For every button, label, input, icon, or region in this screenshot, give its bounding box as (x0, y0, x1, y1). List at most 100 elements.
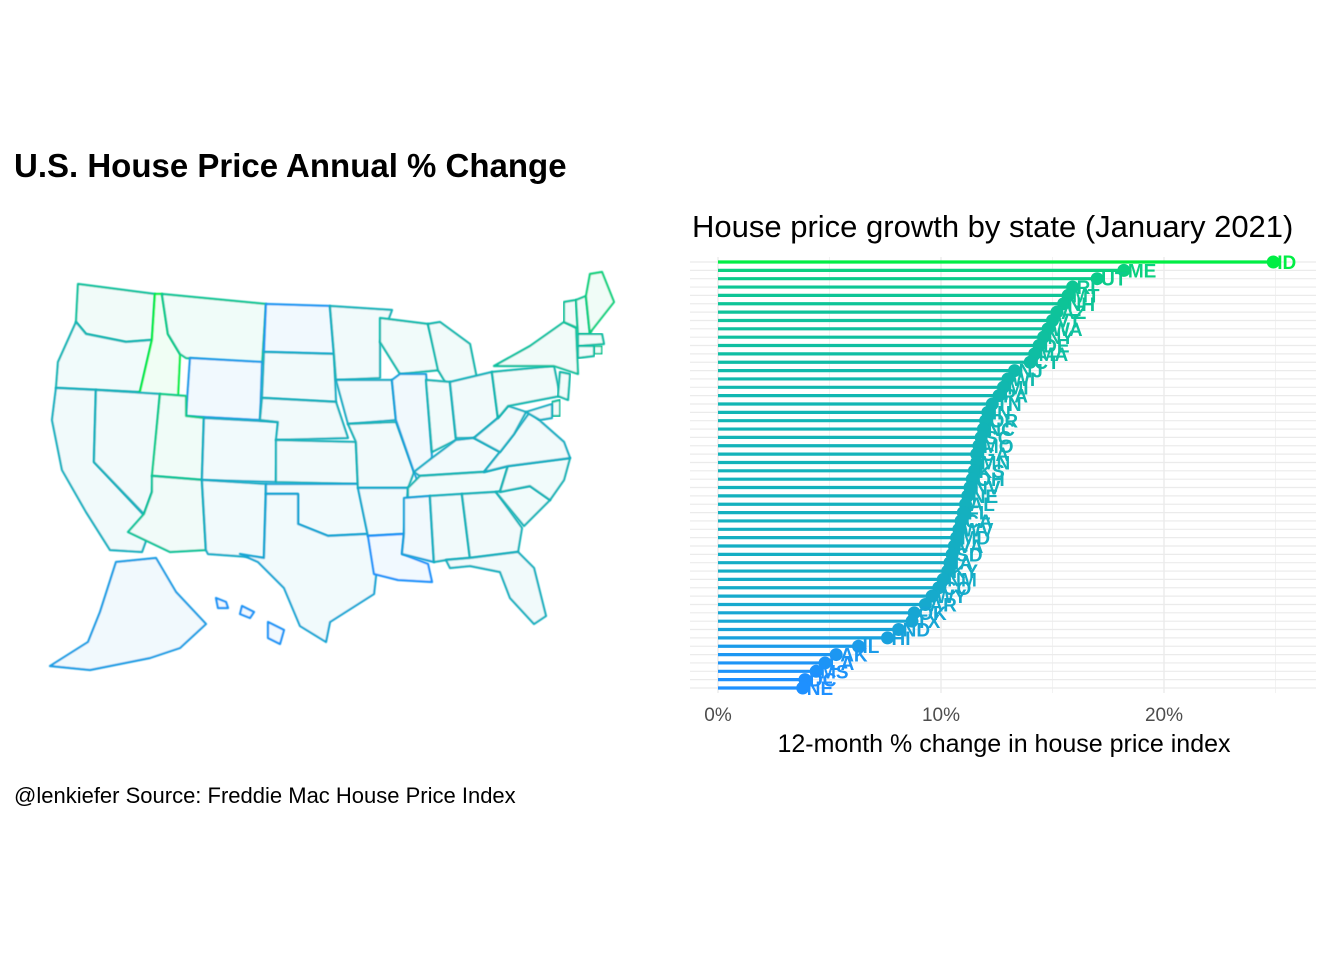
state-label: AZ (1061, 303, 1087, 324)
dot-tx (905, 614, 919, 628)
state-label: NY (1048, 328, 1075, 349)
state-label: NH (1068, 295, 1095, 316)
map-state-sd (260, 350, 338, 404)
state-label: OR (990, 412, 1019, 433)
state-label: SD (956, 545, 982, 566)
state-label: RI (1077, 278, 1096, 299)
map-state-co (200, 416, 280, 484)
dot-me (1117, 263, 1131, 277)
caption: @lenkiefer Source: Freddie Mac House Pri… (14, 783, 516, 808)
map-state-nd (262, 302, 336, 356)
chart-title: House price growth by state (January 202… (692, 209, 1293, 244)
map-state-nj (556, 370, 572, 402)
state-label: NM (947, 570, 977, 591)
state-label: UT (1101, 270, 1127, 291)
x-tick-label: 20% (1145, 705, 1183, 726)
state-label: ME (1128, 261, 1157, 282)
state-label: NE (807, 679, 833, 700)
state-label: NV (974, 479, 1001, 500)
state-label: WA (1052, 320, 1083, 341)
state-label: CT (1034, 353, 1060, 374)
state-label: IA (954, 554, 973, 575)
state-label: MO (983, 437, 1014, 458)
state-label: GA (981, 445, 1010, 466)
map-state-ia (334, 378, 398, 426)
state-label: ID (1277, 253, 1296, 274)
state-label: NC (987, 420, 1015, 441)
state-label: TN (996, 395, 1021, 416)
x-axis-label: 12-month % change in house price index (777, 730, 1231, 758)
state-label: MA (1039, 345, 1069, 366)
state-label: DE (1043, 337, 1069, 358)
dots (796, 255, 1280, 695)
map-state-me (584, 270, 616, 336)
dot-ak (829, 648, 843, 662)
state-label: CO (943, 579, 972, 600)
map-state-tx (238, 492, 380, 644)
map-state-ga (460, 490, 524, 560)
map-state-de (550, 398, 562, 418)
map-state-ms (400, 494, 436, 564)
lollipop-chart: House price growth by state (January 202… (690, 209, 1316, 758)
state-label: KS (978, 462, 1004, 483)
us-state-map (48, 270, 616, 672)
x-axis-ticks: 0% 10% 20% (704, 705, 1183, 726)
state-label: TX (916, 612, 941, 633)
state-label: WI (1012, 370, 1035, 391)
dot-la (818, 656, 832, 670)
state-label: KY (952, 562, 979, 583)
map-state-ak (48, 556, 208, 672)
state-label: SC (985, 428, 1012, 449)
state-label: MT (1072, 286, 1100, 307)
state-label: NJ (1019, 362, 1043, 383)
state-label: OH (976, 470, 1005, 491)
map-state-hi (214, 596, 286, 646)
map-state-mn (328, 304, 394, 382)
state-label: FL (967, 504, 991, 525)
state-label: AR (929, 595, 957, 616)
state-label: IL (862, 637, 879, 658)
state-label: LA (829, 654, 855, 675)
state-label: WV (963, 520, 994, 541)
state-labels: ID MEUTRIMTNHAZVTWANYDEMACTNJWIMIPATNINOR… (807, 253, 1297, 700)
state-label: OK (918, 604, 947, 625)
x-tick-label: 10% (922, 705, 960, 726)
state-label: AL (970, 495, 996, 516)
state-label: WY (936, 587, 967, 608)
state-label: IN (992, 403, 1011, 424)
map-state-md (524, 402, 554, 422)
state-label: MS (820, 662, 849, 683)
map-state-wy (184, 356, 264, 422)
state-label: HI (891, 629, 910, 650)
bars (718, 260, 1274, 690)
dot-nd (892, 623, 906, 637)
state-label: NE (972, 487, 998, 508)
map-state-ri (592, 344, 604, 356)
map-state-ks (274, 438, 360, 486)
map-state-ar (356, 486, 410, 538)
state-label: VT (1057, 311, 1082, 332)
dot-il (851, 639, 865, 653)
state-label: PA (1003, 387, 1028, 408)
dot-id (1266, 255, 1280, 269)
map-state-ct (576, 344, 596, 360)
map-state-nm (200, 478, 268, 560)
state-label: MI (1007, 378, 1028, 399)
state-label: AK (840, 646, 868, 667)
state-label: MN (981, 453, 1011, 474)
state-label: MD (961, 529, 991, 550)
state-label: CA (965, 512, 993, 533)
map-state-fl (444, 550, 548, 626)
map-state-ma (576, 332, 606, 348)
dot-ut (1090, 272, 1104, 286)
dot-ar (918, 597, 932, 611)
dot-hi (880, 631, 894, 645)
state-label: DC (809, 671, 837, 692)
dot-ct (1023, 355, 1037, 369)
state-label: ND (903, 621, 930, 642)
page-title: U.S. House Price Annual % Change (14, 147, 567, 184)
state-label: VA (958, 537, 983, 558)
dot-ms (809, 664, 823, 678)
map-state-ny (492, 320, 580, 376)
dot-ne2 (796, 681, 810, 695)
